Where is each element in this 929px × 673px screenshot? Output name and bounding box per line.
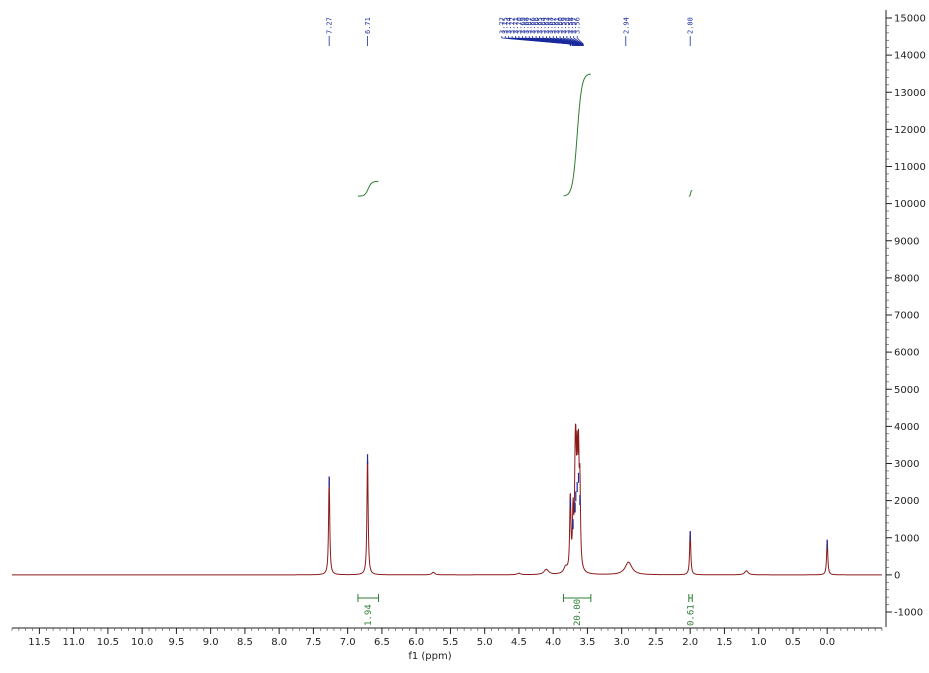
peak-label: 2.94 [622,17,630,34]
x-tick-label: 9.0 [203,637,219,648]
x-tick-label: 6.0 [408,637,424,648]
x-tick-label: 10.0 [131,637,153,648]
x-tick-label: 7.0 [340,637,356,648]
peak-label: 3.66 [529,17,537,34]
peak-label: 3.62 [550,17,558,34]
peak-label: 3.68 [522,17,530,34]
peak-label: 3.61 [553,17,561,34]
peak-label: 3.56 [574,17,582,34]
y-tick-label: 11000 [894,162,926,173]
x-tick-label: 8.5 [237,637,253,648]
y-tick-label: 4000 [894,422,919,433]
x-tick-label: 8.0 [271,637,287,648]
x-tick-label: 5.0 [477,637,493,648]
integral-curve [357,180,379,197]
peak-label: 3.74 [505,17,513,34]
y-tick-label: 2000 [894,496,919,507]
peak-label-connector [563,37,582,45]
peak-label: 3.57 [570,17,578,34]
peak-label: 3.71 [512,17,520,34]
x-tick-label: 0.5 [785,637,801,648]
x-tick-label: 4.0 [545,637,561,648]
peak-label: 3.63 [546,17,554,34]
peak-label: 3.60 [557,17,565,34]
y-tick-label: 7000 [894,311,919,322]
peak-label: 3.58 [567,17,575,34]
peak-label: 3.66 [533,17,541,34]
x-tick-label: 6.5 [374,637,390,648]
x-tick-label: 2.0 [682,637,698,648]
y-tick-label: 14000 [894,51,926,62]
x-tick-label: 11.5 [28,637,50,648]
axes: 11.5 11.0 10.5 10.0 9.5 9.0 8.5 8.0 7.5 7.0 6.5 6.0… [11,10,926,648]
x-tick-label: 10.5 [97,637,119,648]
y-tick-label: 9000 [894,236,919,247]
peak-label: 3.63 [543,17,551,34]
plot-area [12,423,882,576]
x-tick-label: 7.5 [305,637,321,648]
x-tick-label: 4.5 [511,637,527,648]
integral-curve [688,190,693,197]
y-tick-label: 6000 [894,348,919,359]
y-tick-label: 1000 [894,533,919,544]
peak-label: 3.77 [498,17,506,34]
peak-label-connector [576,37,584,45]
x-tick-label: 0.0 [819,637,835,648]
x-tick-label: 5.5 [442,637,458,648]
x-tick-label: 2.5 [648,637,664,648]
peak-label: 3.75 [502,17,510,34]
y-tick-label: 3000 [894,459,919,470]
y-tick-label: 10000 [894,199,926,210]
peak-label: 3.58 [563,17,571,34]
integral-label: 20.00 [573,599,583,626]
peak-label-connector [570,37,583,45]
peak-label: 2.00 [687,17,695,34]
integral-label: 0.61 [687,604,697,626]
y-tick-label: 12000 [894,125,926,136]
spectrum-line [12,423,882,576]
x-tick-label: 9.5 [168,637,184,648]
peak-label: 3.59 [560,17,568,34]
x-tick-label: 1.5 [716,637,732,648]
y-tick-label: 8000 [894,273,919,284]
integrals: 1.94 20.00 0.61 [357,73,697,626]
y-tick-label: -1000 [894,608,923,619]
y-tick-label: 0 [894,570,900,581]
integral-label: 1.94 [364,604,374,626]
integral-curve [563,73,591,197]
y-tick-label: 5000 [894,385,919,396]
peak-label: 3.65 [536,17,544,34]
y-tick-label: 13000 [894,88,926,99]
x-tick-label: 11.0 [63,637,85,648]
peak-labels: 7.27 6.71 3.773.753.743.723.713.703.693.68… [326,17,695,46]
peak-label: 6.71 [364,17,372,34]
x-tick-label: 3.5 [579,637,595,648]
y-tick-label: 15000 [894,14,926,25]
peak-label-connector [573,37,583,45]
x-tick-label: 1.0 [751,637,767,648]
peak-label: 3.67 [526,17,534,34]
x-tick-label: 3.0 [614,637,630,648]
peak-label: 3.72 [509,17,517,34]
peak-label: 3.64 [539,17,547,34]
peak-label: 3.70 [515,17,523,34]
x-axis-label: f1 (ppm) [408,651,451,662]
peak-label: 3.69 [519,17,527,34]
peak-label: 7.27 [326,17,334,34]
